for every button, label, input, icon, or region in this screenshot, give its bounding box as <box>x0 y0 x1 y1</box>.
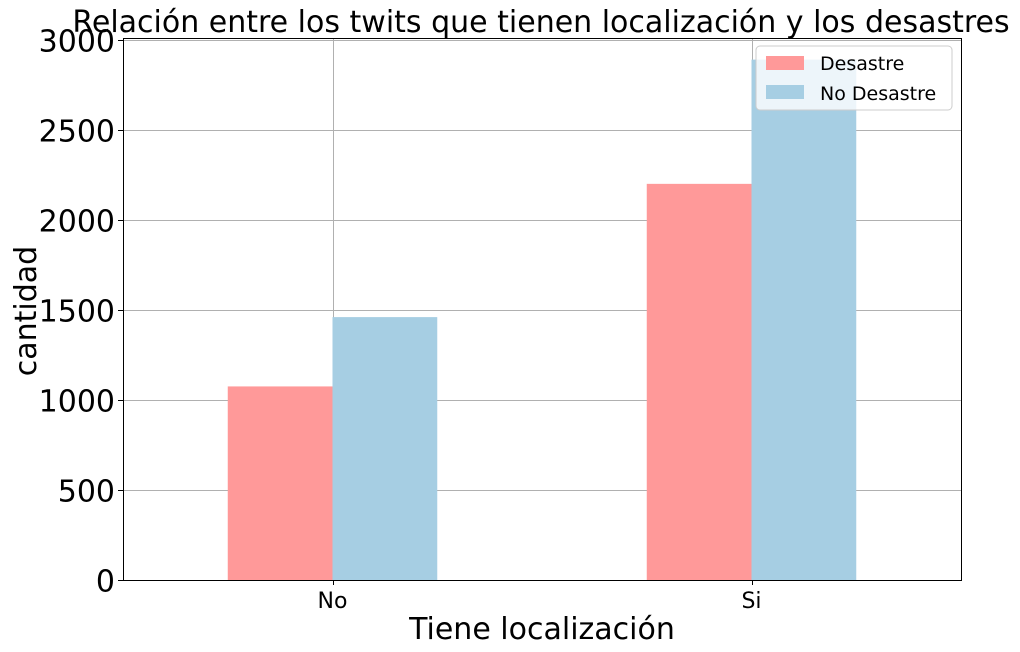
bar-desastre-no <box>227 386 333 580</box>
bar-no-desastre-si <box>751 59 857 581</box>
y-axis-label: cantidad <box>9 246 44 376</box>
legend-label-no-desastre: No Desastre <box>820 83 936 105</box>
y-axis: 0 500 1000 1500 2000 2500 3000 <box>39 25 123 600</box>
bars <box>227 59 857 581</box>
bar-no-desastre-no <box>332 317 438 580</box>
y-tick-label: 3000 <box>39 25 115 60</box>
legend-label-desastre: Desastre <box>820 53 904 75</box>
legend-box <box>755 45 953 111</box>
bar-desastre-si <box>646 183 752 580</box>
legend: Desastre No Desastre <box>755 45 953 111</box>
chart-title: Relación entre los twits que tienen loca… <box>72 5 1009 40</box>
y-tick-label: 2000 <box>39 205 115 240</box>
legend-swatch-desastre <box>766 56 804 70</box>
y-tick-label: 0 <box>96 565 115 600</box>
x-axis-label: Tiene localización <box>408 612 675 647</box>
legend-swatch-no-desastre <box>766 85 804 99</box>
y-tick-label: 1000 <box>39 385 115 420</box>
x-tick-label: No <box>318 589 348 614</box>
y-tick-label: 500 <box>58 475 115 510</box>
x-axis: No Si <box>318 580 762 614</box>
y-tick-label: 1500 <box>39 295 115 330</box>
y-tick-label: 2500 <box>39 115 115 150</box>
x-tick-label: Si <box>741 589 761 614</box>
plot-frame <box>123 38 962 581</box>
